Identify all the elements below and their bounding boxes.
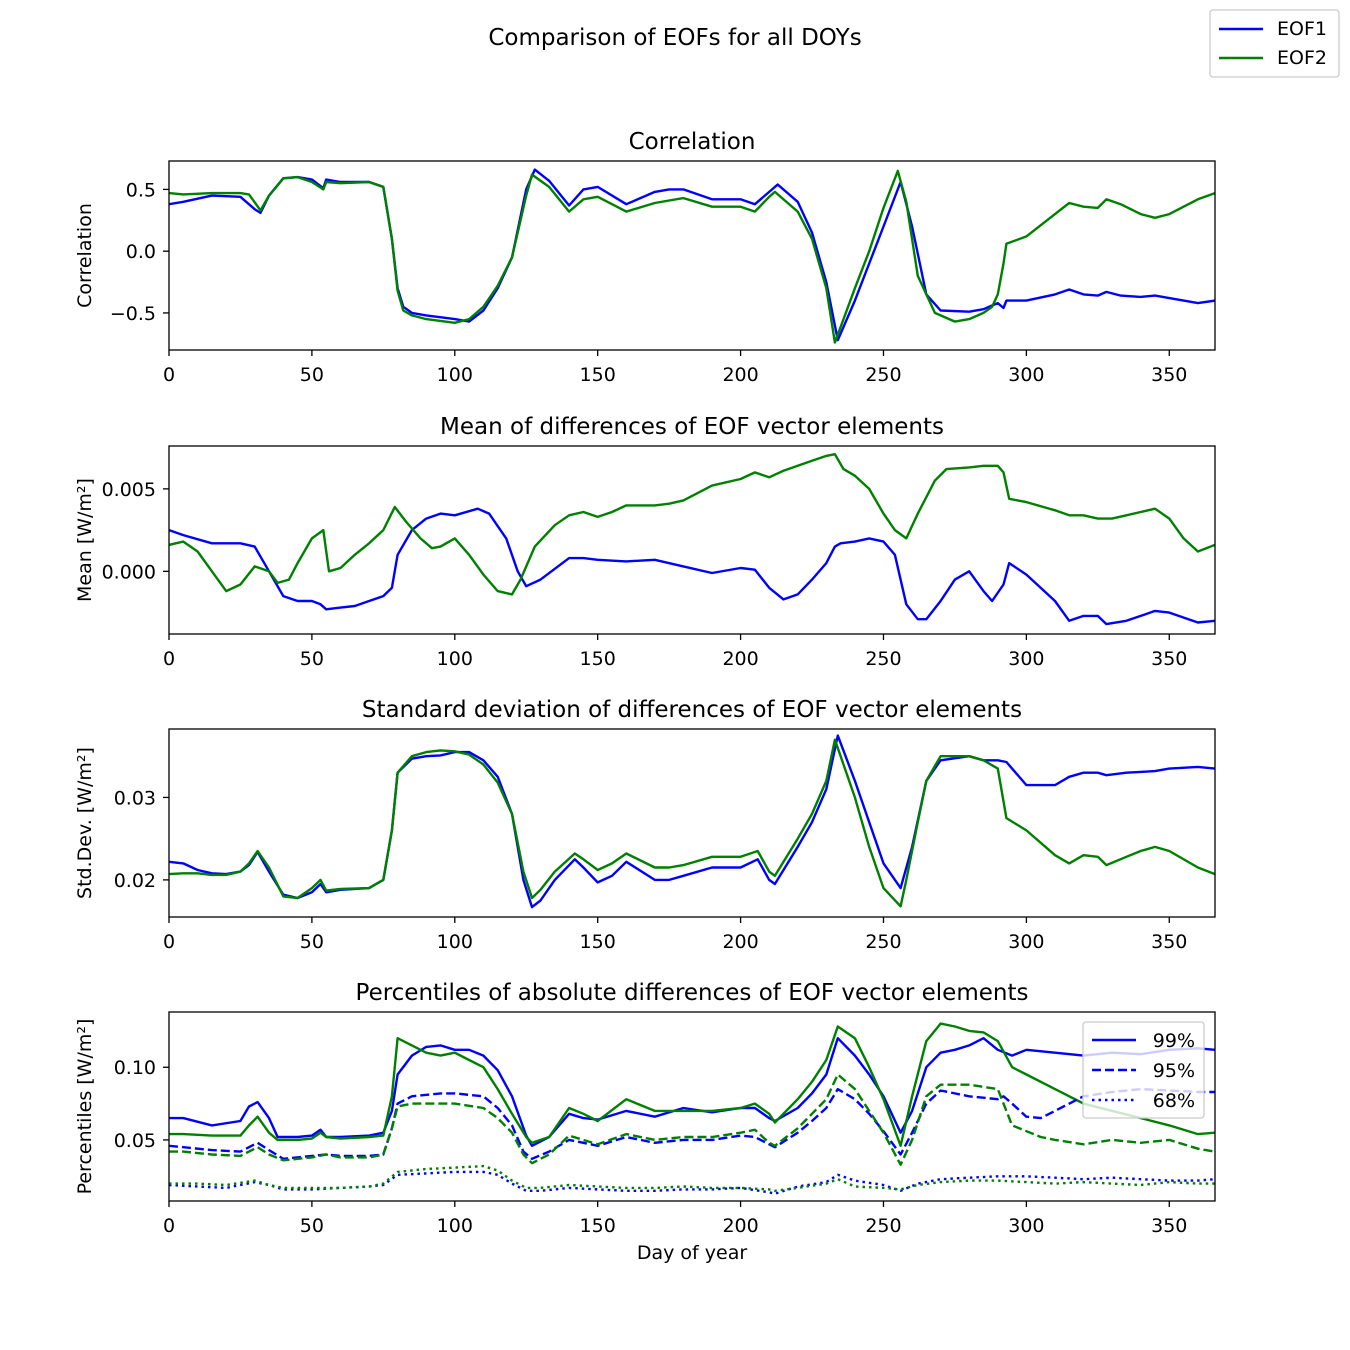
series-group [169, 168, 1215, 344]
percentile-legend-label: 99% [1153, 1030, 1195, 1052]
subplot-1: Correlation 0 50 100 150 200 250 300 350 −0.5 0.0 0… [74, 129, 1216, 386]
x-tick-label: 0 [163, 1215, 175, 1237]
subplot-title: Percentiles of absolute differences of E… [356, 980, 1029, 1006]
x-axis-label: Day of year [637, 1242, 747, 1264]
figure-legend-label-eof2: EOF2 [1277, 47, 1327, 69]
x-tick-label: 250 [865, 648, 901, 670]
y-tick-label: 0.5 [126, 179, 156, 201]
y-axis-label: Std.Dev. [W/m²] [74, 747, 96, 899]
x-tick-label: 200 [722, 364, 758, 386]
x-tick-label: 150 [580, 1215, 616, 1237]
x-tick-label: 350 [1151, 648, 1187, 670]
y-axis-label: Correlation [74, 203, 96, 308]
y-tick-label: 0.000 [102, 561, 156, 583]
figure-legend: EOF1 EOF2 [1209, 9, 1340, 78]
series-line-eof2 [169, 169, 1215, 344]
y-tick-label: 0.005 [102, 479, 156, 501]
y-tick-label: −0.5 [110, 303, 156, 325]
plot-frame [168, 728, 1216, 918]
x-tick-label: 150 [580, 364, 616, 386]
y-tick-label: 0.10 [114, 1057, 156, 1079]
series-group [169, 734, 1215, 909]
y-tick-label: 0.0 [126, 241, 156, 263]
x-tick-label: 100 [437, 648, 473, 670]
x-tick-label: 0 [163, 931, 175, 953]
x-tick-label: 250 [865, 364, 901, 386]
x-tick-label: 300 [1008, 931, 1044, 953]
plot-frame [168, 445, 1216, 635]
percentile-legend: 99% 95% 68% [1082, 1021, 1205, 1119]
x-tick-label: 50 [300, 364, 324, 386]
percentile-legend-label: 95% [1153, 1060, 1195, 1082]
x-tick-label: 150 [580, 931, 616, 953]
x-tick-label: 0 [163, 364, 175, 386]
x-tick-label: 50 [300, 648, 324, 670]
x-tick-label: 150 [580, 648, 616, 670]
series-line-eof1-99- [169, 1037, 1215, 1147]
percentile-legend-label: 68% [1153, 1090, 1195, 1112]
subplot-3: Standard deviation of differences of EOF… [74, 697, 1216, 953]
series-line-eof2-95- [169, 1073, 1215, 1166]
subplot-2: Mean of differences of EOF vector elemen… [74, 414, 1216, 670]
x-tick-label: 100 [437, 931, 473, 953]
subplot-title: Standard deviation of differences of EOF… [362, 697, 1022, 723]
subplot-title: Mean of differences of EOF vector elemen… [440, 414, 944, 440]
y-axis-label: Percentiles [W/m²] [74, 1019, 96, 1195]
figure-title: Comparison of EOFs for all DOYs [488, 25, 861, 51]
x-tick-label: 250 [865, 1215, 901, 1237]
x-tick-label: 200 [722, 648, 758, 670]
plot-frame [168, 160, 1216, 351]
series-line-eof1 [169, 507, 1215, 626]
plot-frame [168, 1011, 1216, 1202]
percentile-legend-frame [1082, 1021, 1205, 1119]
y-tick-label: 0.05 [114, 1130, 156, 1152]
x-tick-label: 200 [722, 1215, 758, 1237]
series-group [169, 1022, 1215, 1195]
x-tick-label: 350 [1151, 364, 1187, 386]
figure-legend-frame [1209, 9, 1340, 78]
x-tick-label: 200 [722, 931, 758, 953]
y-tick-label: 0.02 [114, 870, 156, 892]
x-tick-label: 50 [300, 1215, 324, 1237]
x-tick-label: 300 [1008, 364, 1044, 386]
x-tick-label: 350 [1151, 931, 1187, 953]
x-tick-label: 300 [1008, 1215, 1044, 1237]
series-line-eof1 [169, 734, 1215, 909]
series-line-eof2 [169, 453, 1215, 596]
series-line-eof1 [169, 168, 1215, 342]
x-tick-label: 250 [865, 931, 901, 953]
series-line-eof2-68- [169, 1164, 1215, 1192]
subplot-title: Correlation [629, 129, 756, 155]
y-axis-label: Mean [W/m²] [74, 478, 96, 602]
series-line-eof2 [169, 738, 1215, 908]
x-tick-label: 300 [1008, 648, 1044, 670]
y-tick-label: 0.03 [114, 787, 156, 809]
series-line-eof1-95- [169, 1087, 1215, 1160]
x-tick-label: 50 [300, 931, 324, 953]
x-tick-label: 0 [163, 648, 175, 670]
x-tick-label: 350 [1151, 1215, 1187, 1237]
subplot-4: Percentiles of absolute differences of E… [74, 980, 1216, 1264]
x-tick-label: 100 [437, 1215, 473, 1237]
x-tick-label: 100 [437, 364, 473, 386]
series-line-eof2-99- [169, 1022, 1215, 1147]
series-group [169, 453, 1215, 626]
figure-legend-label-eof1: EOF1 [1277, 18, 1327, 40]
